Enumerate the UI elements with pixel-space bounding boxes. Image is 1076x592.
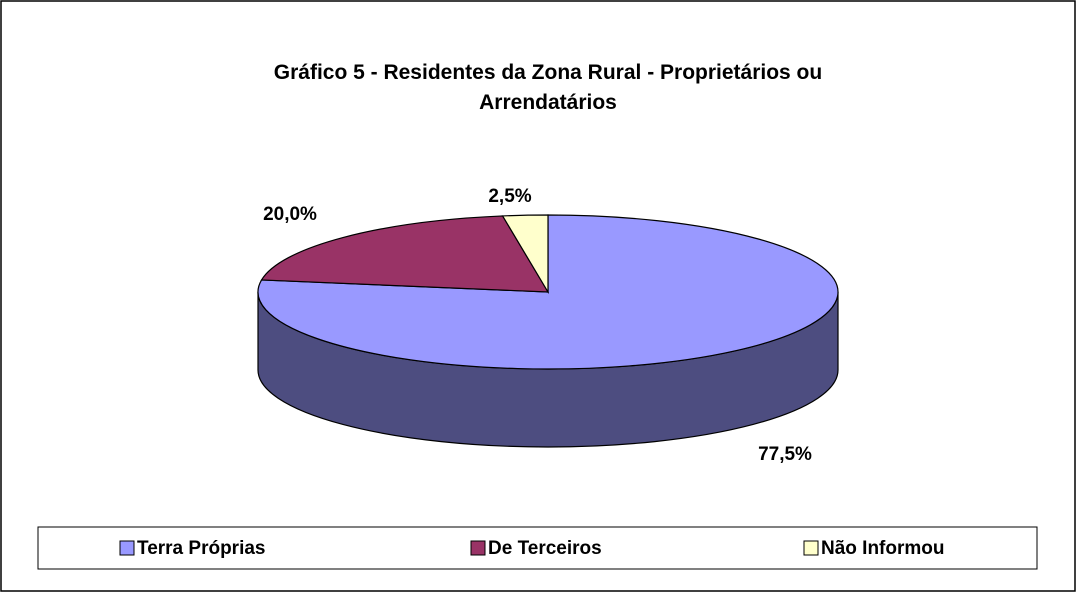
data-label: 20,0% [263,204,317,225]
data-label: 2,5% [488,186,531,207]
pie-slice [260,215,550,293]
pie-slice [501,214,549,295]
legend-swatch [119,540,135,556]
legend-label: Não Informou [821,538,945,559]
chart-title: Gráfico 5 - Residentes da Zona Rural - P… [273,61,823,114]
legend-label: De Terceiros [488,538,602,559]
pie-slice [257,214,839,370]
data-label: 77,5% [758,444,812,465]
legend-label: Terra Próprias [137,538,265,559]
legend-swatch [803,540,819,556]
legend-box [37,526,1038,570]
legend-swatch [470,540,486,556]
